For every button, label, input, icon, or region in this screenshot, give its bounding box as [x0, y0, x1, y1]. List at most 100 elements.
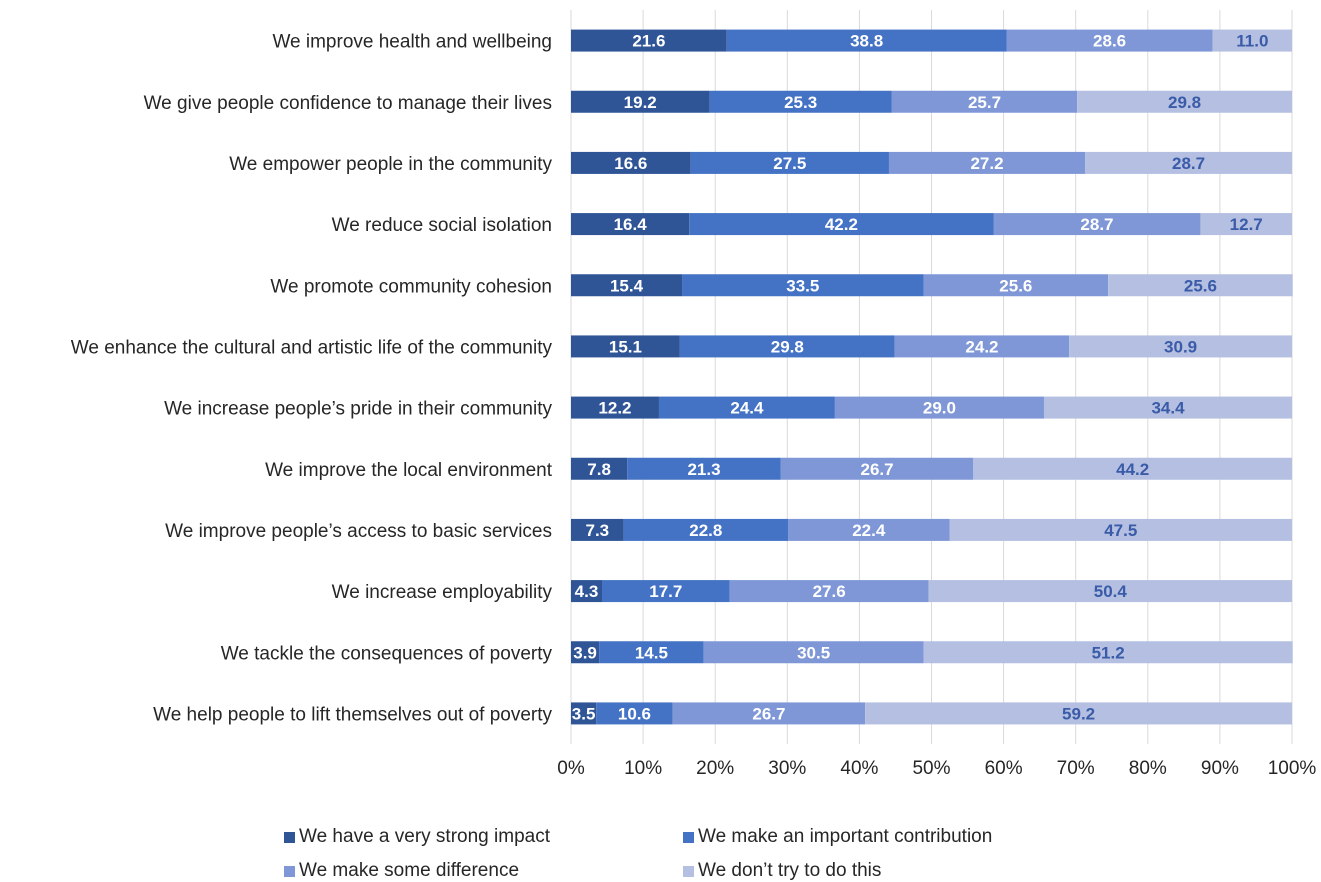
data-label: 42.2: [825, 215, 858, 234]
x-tick-label: 80%: [1129, 758, 1167, 779]
bar-segment: [571, 518, 624, 541]
data-label: 51.2: [1092, 643, 1125, 662]
data-label: 38.8: [850, 32, 883, 51]
bar-segment: [658, 396, 835, 419]
bar-segment: [1108, 274, 1293, 297]
bar-segment: [865, 702, 1292, 725]
data-label: 4.3: [575, 582, 599, 601]
bar-segment: [1043, 396, 1292, 419]
data-label: 28.7: [1080, 215, 1113, 234]
data-label: 25.7: [968, 93, 1001, 112]
bar-segment: [571, 90, 710, 113]
bar-segment: [571, 396, 659, 419]
x-tick-label: 10%: [624, 758, 662, 779]
data-label: 16.4: [614, 215, 648, 234]
data-label: 27.5: [773, 154, 806, 173]
data-label: 29.8: [771, 337, 804, 356]
bar-segment: [571, 29, 727, 52]
data-label: 21.3: [687, 460, 720, 479]
bar-segment: [679, 335, 895, 358]
data-label: 26.7: [861, 460, 894, 479]
bar-segment: [729, 580, 929, 603]
bar-segment: [571, 580, 603, 603]
data-label: 25.3: [784, 93, 817, 112]
category-label: We help people to lift themselves out of…: [153, 704, 552, 725]
x-tick-label: 90%: [1201, 758, 1239, 779]
category-label: We improve the local environment: [265, 460, 553, 481]
category-label: We improve people’s access to basic serv…: [165, 521, 552, 542]
data-label: 24.2: [965, 337, 998, 356]
data-label: 16.6: [614, 154, 647, 173]
data-label: 27.2: [970, 154, 1003, 173]
data-label: 27.6: [813, 582, 846, 601]
legend-swatch: [284, 865, 295, 877]
data-label: 19.2: [624, 93, 657, 112]
bar-segment: [602, 580, 730, 603]
bar-segment: [571, 641, 600, 664]
bar-segment: [788, 518, 950, 541]
data-label: 12.7: [1230, 215, 1263, 234]
data-label: 3.5: [572, 704, 596, 723]
category-label: We improve health and wellbeing: [272, 32, 552, 53]
bar-segment: [672, 702, 866, 725]
bar-segment: [571, 151, 691, 174]
legend-swatch: [683, 865, 694, 877]
bar-segment: [571, 457, 628, 480]
data-label: 12.2: [598, 399, 631, 418]
category-label: We give people confidence to manage thei…: [144, 93, 552, 114]
data-label: 15.4: [610, 276, 644, 295]
data-label: 7.8: [587, 460, 611, 479]
bar-segment: [1069, 335, 1292, 358]
x-tick-label: 60%: [985, 758, 1023, 779]
bar-segment: [690, 151, 889, 174]
bar-segment: [571, 213, 690, 236]
x-tick-label: 70%: [1057, 758, 1095, 779]
bar-segment: [993, 213, 1201, 236]
data-label: 21.6: [632, 32, 665, 51]
x-tick-label: 40%: [840, 758, 878, 779]
data-label: 29.8: [1168, 93, 1201, 112]
data-label: 28.7: [1172, 154, 1205, 173]
bar-segment: [1085, 151, 1292, 174]
x-tick-label: 100%: [1268, 758, 1317, 779]
bar-segment: [923, 641, 1293, 664]
bar-segment: [627, 457, 781, 480]
bar-segment: [1006, 29, 1213, 52]
bar-segment: [949, 518, 1292, 541]
category-label: We increase employability: [332, 582, 553, 603]
data-label: 25.6: [999, 276, 1032, 295]
data-label: 17.7: [649, 582, 682, 601]
bar-segment: [571, 335, 680, 358]
data-label: 34.4: [1151, 399, 1185, 418]
bar-segment: [973, 457, 1292, 480]
data-label: 25.6: [1184, 276, 1217, 295]
data-label: 14.5: [635, 643, 668, 662]
data-label: 47.5: [1104, 521, 1137, 540]
bar-segment: [1212, 29, 1292, 52]
bar-segment: [891, 90, 1078, 113]
bar-segment: [709, 90, 892, 113]
data-label: 10.6: [618, 704, 651, 723]
x-tick-label: 0%: [557, 758, 585, 779]
x-tick-label: 50%: [912, 758, 950, 779]
bar-segment: [928, 580, 1292, 603]
bar-segment: [1200, 213, 1292, 236]
bar-segment: [689, 213, 994, 236]
category-label: We promote community cohesion: [270, 276, 552, 297]
data-label: 22.8: [689, 521, 722, 540]
data-label: 30.5: [797, 643, 830, 662]
x-tick-label: 30%: [768, 758, 806, 779]
bar-segment: [599, 641, 704, 664]
data-label: 28.6: [1093, 32, 1126, 51]
bar-segment: [596, 702, 673, 725]
bar-segment: [703, 641, 924, 664]
bar-segment: [888, 151, 1086, 174]
data-label: 29.0: [923, 399, 956, 418]
data-label: 24.4: [730, 399, 764, 418]
bar-segment: [780, 457, 974, 480]
data-label: 22.4: [852, 521, 886, 540]
bar-segment: [682, 274, 924, 297]
category-label: We reduce social isolation: [332, 215, 552, 236]
data-label: 3.9: [573, 643, 597, 662]
